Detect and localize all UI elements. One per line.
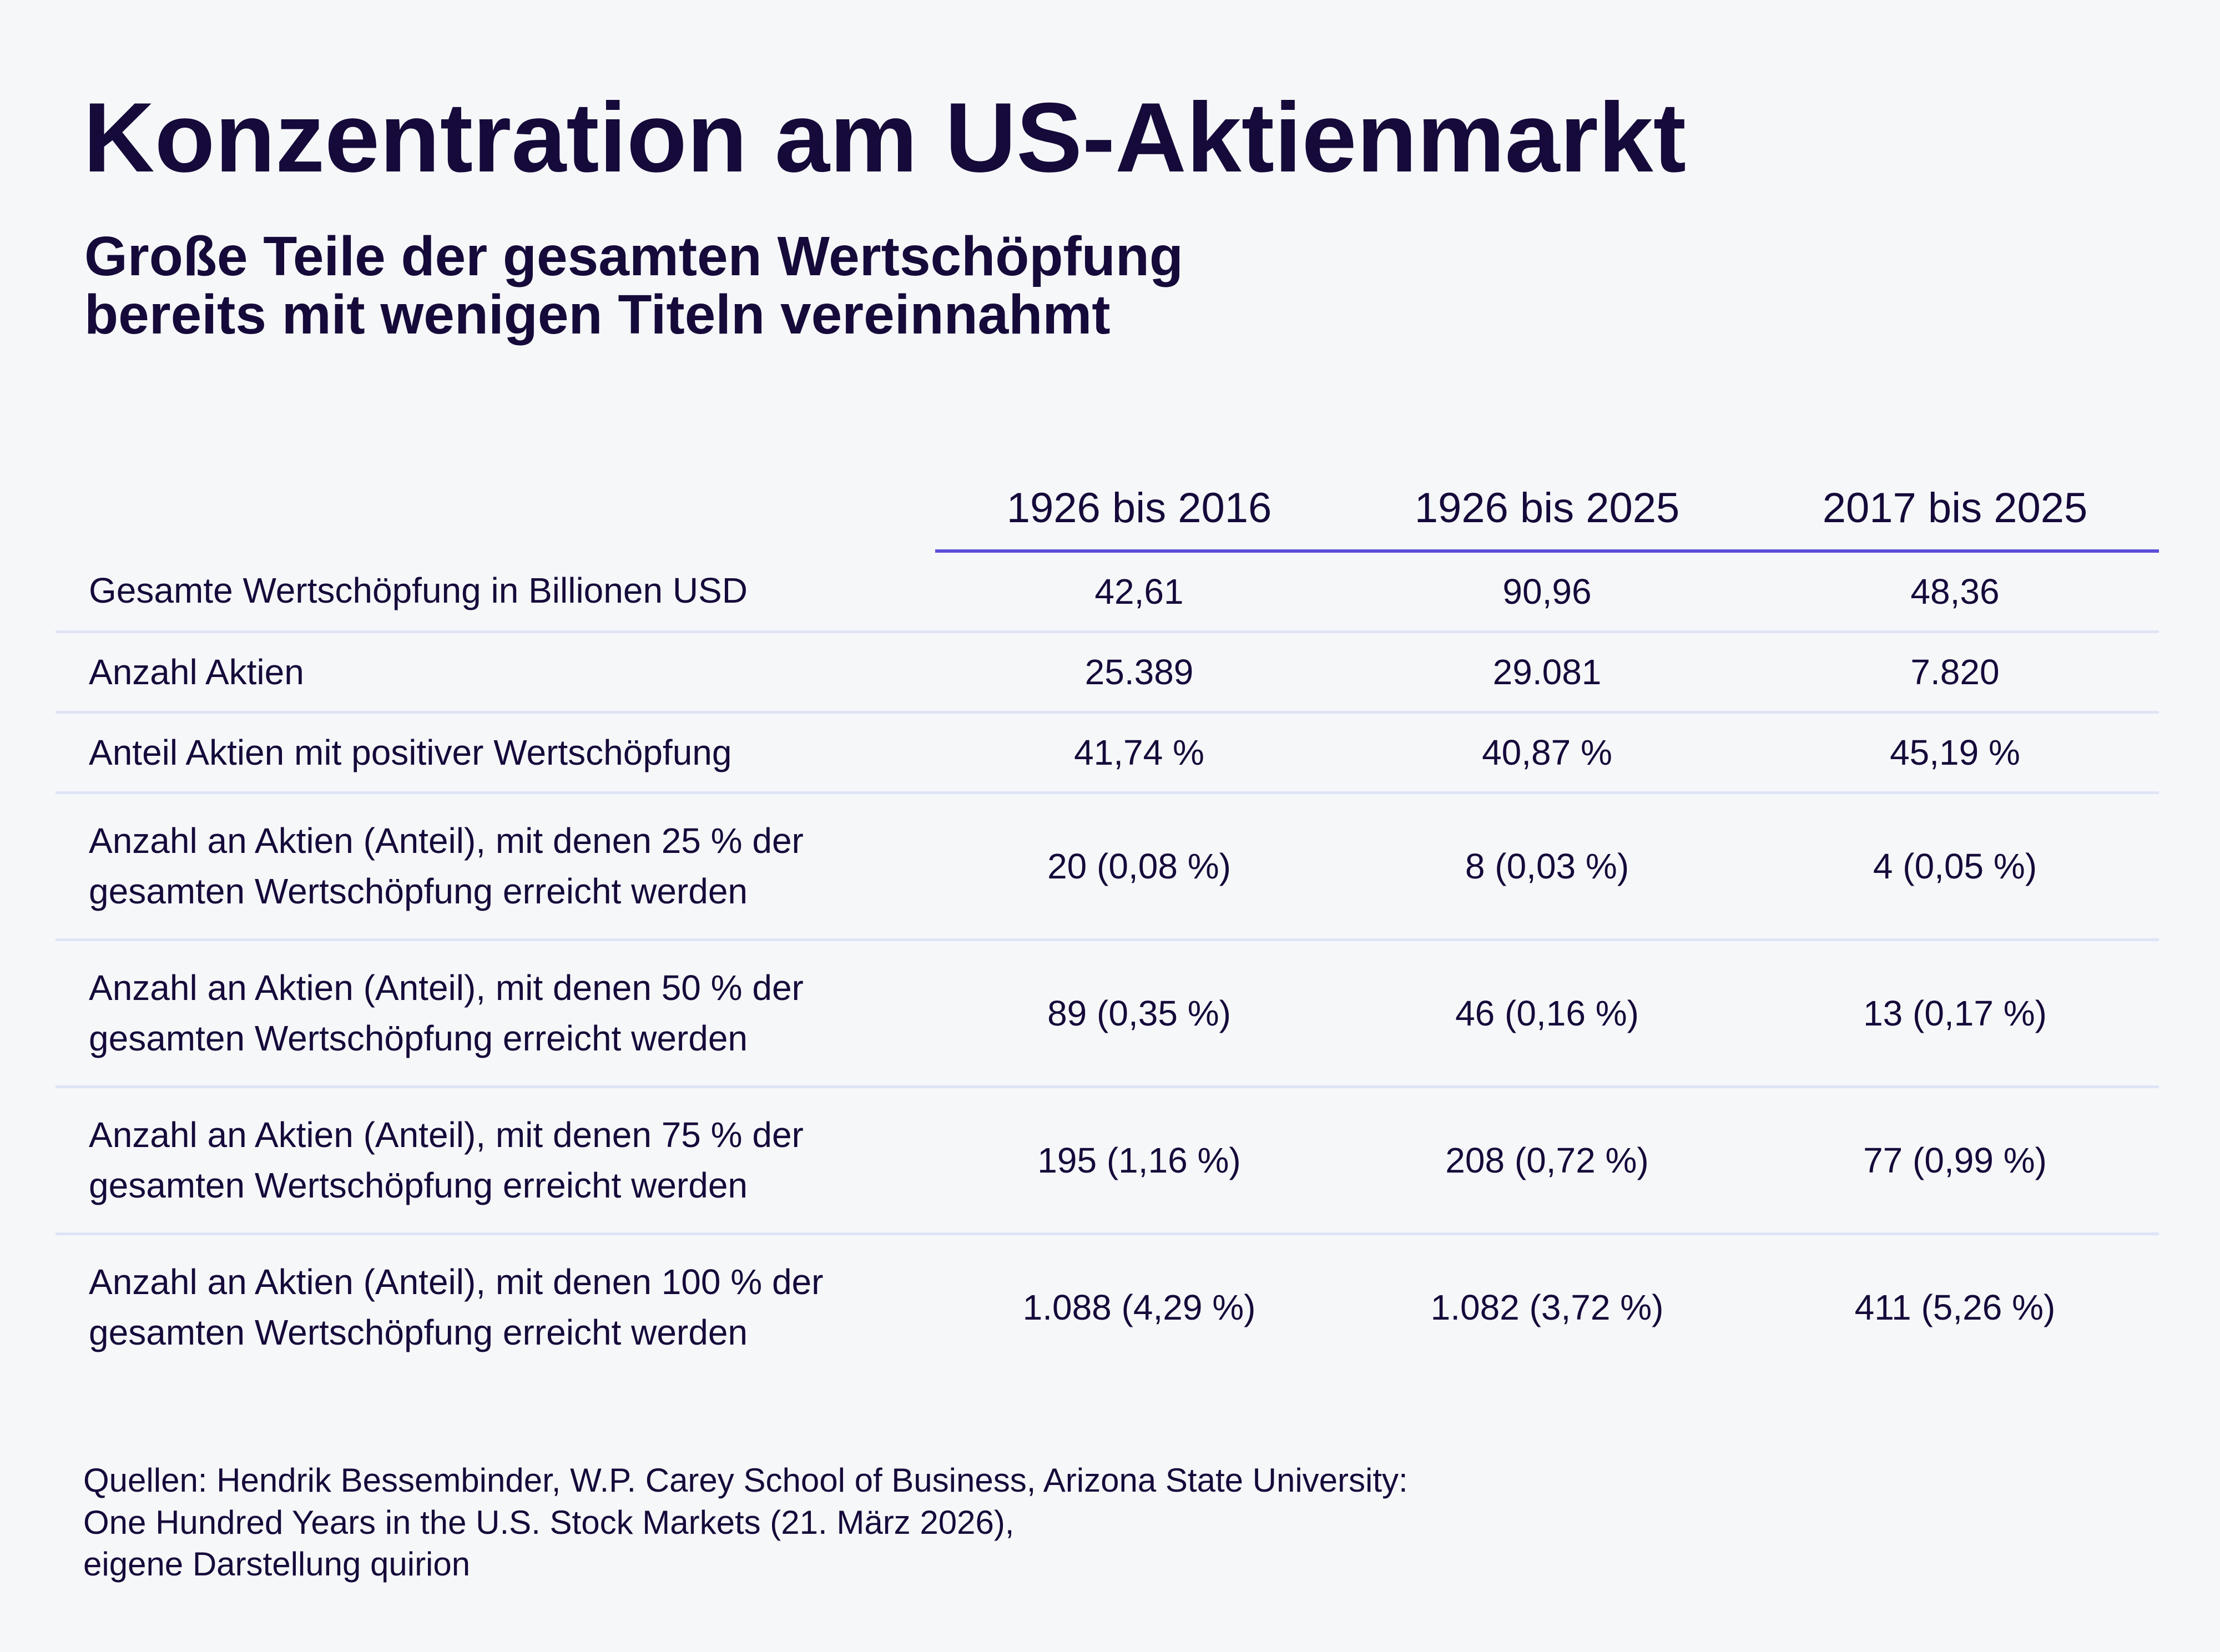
table-row-anteil-positiv: Anteil Aktien mit positiver Wertschöpfun… bbox=[56, 713, 2159, 793]
table-row-25-prozent: Anzahl an Aktien (Anteil), mit denen 25 … bbox=[56, 793, 2159, 940]
table-cell: 13 (0,17 %) bbox=[1863, 993, 2047, 1033]
table-cell: 20 (0,08 %) bbox=[1047, 846, 1231, 886]
table-cell: 77 (0,99 %) bbox=[1863, 1140, 2047, 1180]
row-label: Anzahl Aktien bbox=[89, 651, 304, 692]
sources-footnote: Quellen: Hendrik Bessembinder, W.P. Care… bbox=[83, 1459, 1408, 1585]
table-row-75-prozent: Anzahl an Aktien (Anteil), mit denen 75 … bbox=[56, 1087, 2159, 1234]
table-cell: 25.389 bbox=[1084, 652, 1194, 692]
table-row-anzahl-aktien: Anzahl Aktien 25.389 29.081 7.820 bbox=[56, 632, 2159, 713]
table-cell: 1.088 (4,29 %) bbox=[1022, 1287, 1256, 1327]
table-cell: 90,96 bbox=[1502, 572, 1592, 612]
table-cell: 42,61 bbox=[1094, 572, 1184, 612]
row-label: Anzahl an Aktien (Anteil), mit denen 100… bbox=[89, 1262, 824, 1352]
row-label: Anzahl an Aktien (Anteil), mit denen 50 … bbox=[89, 968, 804, 1058]
table-cell: 89 (0,35 %) bbox=[1047, 993, 1231, 1033]
page-title: Konzentration am US-Aktienmarkt bbox=[83, 82, 1686, 193]
column-header-1926-2025: 1926 bis 2025 bbox=[1343, 466, 1751, 553]
table-cell: 40,87 % bbox=[1482, 732, 1612, 772]
table-row-gesamte-wertschoepfung: Gesamte Wertschöpfung in Billionen USD 4… bbox=[56, 551, 2159, 632]
row-label: Anteil Aktien mit positiver Wertschöpfun… bbox=[89, 732, 732, 772]
row-label: Anzahl an Aktien (Anteil), mit denen 75 … bbox=[89, 1115, 804, 1205]
sources-line: One Hundred Years in the U.S. Stock Mark… bbox=[83, 1503, 1015, 1541]
table-cell: 8 (0,03 %) bbox=[1465, 846, 1629, 886]
concentration-table: 1926 bis 2016 1926 bis 2025 2017 bis 202… bbox=[56, 466, 2159, 1380]
table-header-row: 1926 bis 2016 1926 bis 2025 2017 bis 202… bbox=[56, 466, 2159, 553]
table-cell: 195 (1,16 %) bbox=[1037, 1140, 1241, 1180]
table-cell: 48,36 bbox=[1910, 572, 2000, 612]
table-cell: 29.081 bbox=[1492, 652, 1602, 692]
row-label: Anzahl an Aktien (Anteil), mit denen 25 … bbox=[89, 821, 804, 911]
row-label: Gesamte Wertschöpfung in Billionen USD bbox=[89, 570, 748, 611]
table-cell: 45,19 % bbox=[1890, 732, 2020, 772]
column-header-2017-2025: 2017 bis 2025 bbox=[1751, 466, 2159, 553]
table-row-100-prozent: Anzahl an Aktien (Anteil), mit denen 100… bbox=[56, 1234, 2159, 1380]
column-header-1926-2016: 1926 bis 2016 bbox=[935, 466, 1343, 553]
table-cell: 7.820 bbox=[1910, 652, 2000, 692]
table-cell: 1.082 (3,72 %) bbox=[1430, 1287, 1664, 1327]
table-cell: 4 (0,05 %) bbox=[1873, 846, 2037, 886]
sources-line: eigene Darstellung quirion bbox=[83, 1545, 471, 1583]
table-row-50-prozent: Anzahl an Aktien (Anteil), mit denen 50 … bbox=[56, 940, 2159, 1087]
table-cell: 411 (5,26 %) bbox=[1854, 1287, 2056, 1327]
table-cell: 208 (0,72 %) bbox=[1445, 1140, 1649, 1180]
page-subtitle: Große Teile der gesamten Wertschöpfung b… bbox=[84, 225, 1183, 346]
table-cell: 46 (0,16 %) bbox=[1455, 993, 1639, 1033]
table-cell: 41,74 % bbox=[1074, 732, 1204, 772]
sources-line: Quellen: Hendrik Bessembinder, W.P. Care… bbox=[83, 1462, 1408, 1499]
table-header-empty bbox=[56, 466, 935, 551]
